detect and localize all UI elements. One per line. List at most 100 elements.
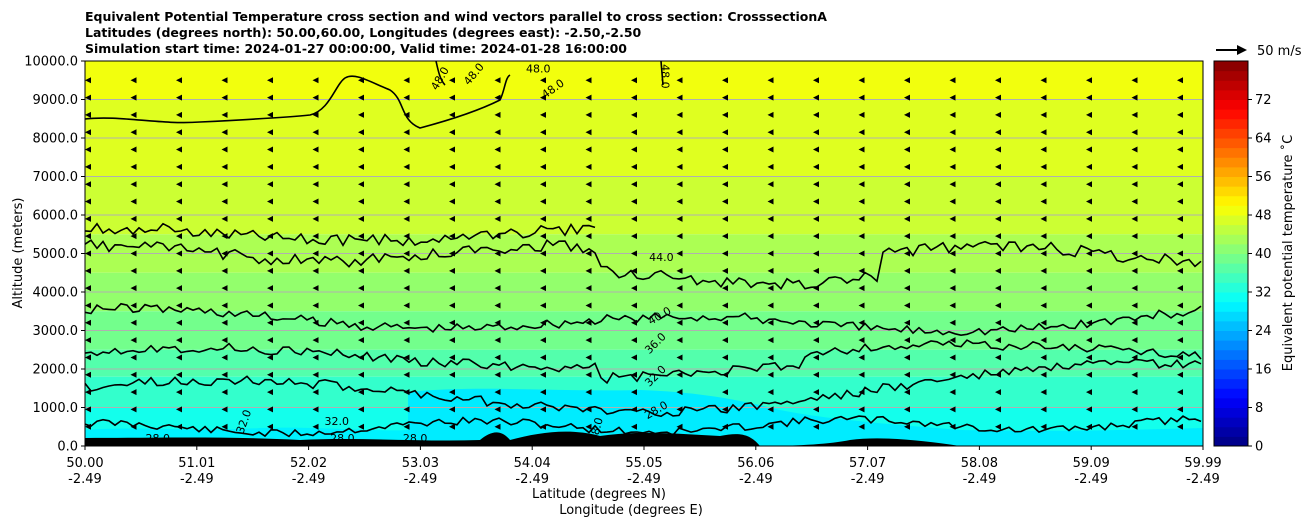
wind-arrow-11 <box>585 77 592 84</box>
wind-arrow-412 <box>631 354 637 361</box>
wind-arrow-514 <box>722 423 728 430</box>
wind-arrow-242 <box>858 233 865 240</box>
wind-arrow-419 <box>949 354 956 361</box>
wind-arrow-113 <box>676 146 683 153</box>
wind-arrow-281 <box>358 267 364 274</box>
contour-label-12: 28.0 <box>145 432 170 445</box>
wind-arrow-335 <box>540 302 546 309</box>
contour-46 <box>84 222 596 247</box>
colorbar-tick-label-5: 40 <box>1255 247 1272 262</box>
wind-arrow-158 <box>449 181 455 188</box>
wind-arrow-479 <box>267 406 273 413</box>
wind-arrow-247 <box>1086 233 1092 240</box>
wind-arrow-77 <box>176 129 182 136</box>
wind-arrow-131 <box>358 163 364 170</box>
wind-arrow-104 <box>267 146 273 153</box>
wind-arrow-167 <box>858 181 865 188</box>
wind-arrow-392 <box>858 337 865 344</box>
wind-arrow-434 <box>494 371 501 378</box>
wind-arrow-295 <box>995 267 1001 274</box>
wind-arrow-100 <box>85 146 91 153</box>
wind-arrow-118 <box>904 146 910 153</box>
wind-arrow-164 <box>722 181 728 188</box>
wind-arrow-325 <box>85 302 91 309</box>
wind-arrow-296 <box>1040 267 1047 274</box>
wind-arrow-114 <box>722 146 728 153</box>
wind-arrow-393 <box>904 337 910 344</box>
wind-arrow-178 <box>221 198 228 205</box>
wind-arrow-331 <box>358 302 364 309</box>
wind-arrow-176 <box>130 198 137 205</box>
wind-arrow-329 <box>267 302 273 309</box>
wind-arrow-343 <box>904 302 910 309</box>
wind-arrow-186 <box>585 198 592 205</box>
wind-arrow-429 <box>267 371 273 378</box>
wind-arrow-410 <box>540 354 546 361</box>
wind-arrow-203 <box>221 215 228 222</box>
wind-arrow-446 <box>1040 371 1047 378</box>
wind-arrow-278 <box>221 267 228 274</box>
wind-arrow-313 <box>676 285 683 292</box>
wind-arrow-89 <box>722 129 728 136</box>
colorbar-segment-30 <box>1214 147 1248 158</box>
xtick-lat-4: 54.04 <box>514 456 551 471</box>
wind-arrow-42 <box>858 94 865 101</box>
wind-arrow-438 <box>676 371 683 378</box>
wind-arrow-460 <box>540 389 546 396</box>
colorbar-segment-4 <box>1214 397 1248 408</box>
wind-arrow-98 <box>1131 129 1138 136</box>
wind-arrow-61 <box>585 111 592 118</box>
wind-arrow-378 <box>221 337 228 344</box>
wind-arrow-359 <box>494 319 501 326</box>
wind-arrow-485 <box>540 406 546 413</box>
wind-arrow-448 <box>1131 371 1138 378</box>
wind-arrow-369 <box>949 319 956 326</box>
wind-arrow-430 <box>312 371 319 378</box>
contour-label-11: 32.0 <box>325 415 350 428</box>
wind-arrow-387 <box>631 337 637 344</box>
colorbar-tick-label-9: 72 <box>1255 93 1272 108</box>
contour-32 <box>84 358 1202 418</box>
wind-arrow-507 <box>403 423 410 430</box>
wind-arrow-519 <box>949 423 956 430</box>
wind-arrow-73 <box>1131 111 1138 118</box>
colorbar-segment-26 <box>1214 186 1248 197</box>
wind-arrow-140 <box>767 163 774 170</box>
wind-arrow-308 <box>449 285 455 292</box>
wind-arrow-36 <box>585 94 592 101</box>
wind-arrow-172 <box>1086 181 1092 188</box>
wind-arrow-379 <box>267 337 273 344</box>
wind-arrow-222 <box>1086 215 1092 222</box>
wind-arrow-480 <box>312 406 319 413</box>
wind-arrow-342 <box>858 302 865 309</box>
wind-arrow-16 <box>813 77 819 84</box>
wind-arrow-12 <box>631 77 637 84</box>
wind-arrow-17 <box>858 77 865 84</box>
wind-arrow-51 <box>130 111 137 118</box>
wind-arrow-439 <box>722 371 728 378</box>
wind-arrow-365 <box>767 319 774 326</box>
colorbar-segment-9 <box>1214 349 1248 360</box>
wind-arrow-289 <box>722 267 728 274</box>
contour-44 <box>84 238 1202 290</box>
wind-arrow-320 <box>995 285 1001 292</box>
title-line-2: Latitudes (degrees north): 50.00,60.00, … <box>85 25 642 40</box>
wind-arrow-511 <box>585 423 592 430</box>
xtick-lon-10: -2.49 <box>1186 472 1220 487</box>
wind-arrow-512 <box>631 423 637 430</box>
wind-arrow-1 <box>130 77 137 84</box>
wind-arrow-214 <box>722 215 728 222</box>
wind-arrow-405 <box>312 354 319 361</box>
wind-arrow-330 <box>312 302 319 309</box>
wind-arrow-265 <box>767 250 774 257</box>
wind-arrow-290 <box>767 267 774 274</box>
wind-arrow-355 <box>312 319 319 326</box>
wind-arrow-24 <box>1177 77 1183 84</box>
wind-arrow-324 <box>1177 285 1183 292</box>
colorbar-tick-label-8: 64 <box>1255 132 1272 147</box>
wind-arrow-282 <box>403 267 410 274</box>
wind-arrow-498 <box>1131 406 1138 413</box>
colorbar-segment-33 <box>1214 118 1248 129</box>
wind-arrow-400 <box>85 354 91 361</box>
wind-arrow-370 <box>995 319 1001 326</box>
